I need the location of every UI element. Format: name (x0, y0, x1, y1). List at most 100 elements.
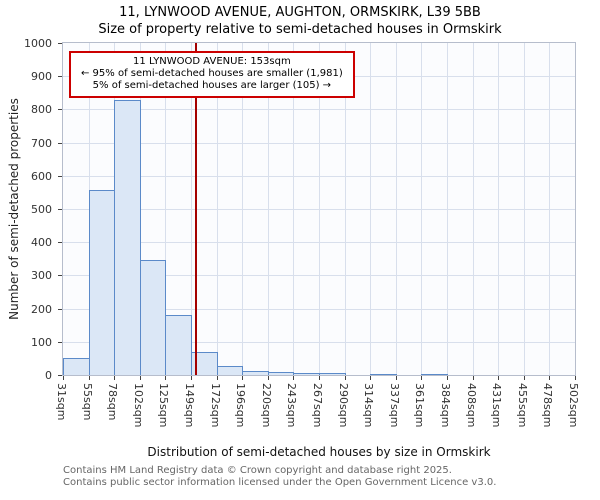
x-tick-mark (396, 376, 397, 380)
y-tick-mark (58, 76, 62, 77)
histogram-bar (216, 365, 244, 375)
y-tick-label: 300 (31, 269, 52, 282)
x-tick-label: 125sqm (157, 383, 170, 428)
x-tick-label: 478sqm (541, 383, 554, 428)
x-tick-mark (293, 376, 294, 380)
x-axis-label: Distribution of semi-detached houses by … (147, 445, 491, 459)
y-tick-mark (58, 342, 62, 343)
x-tick-label: 78sqm (106, 383, 119, 421)
y-axis-ticks: 0 100 200 300 400 500 600 700 800 900 1000 (0, 37, 62, 382)
gridline-horizontal (63, 143, 575, 144)
x-tick-label: 502sqm (567, 383, 580, 428)
histogram-bar (267, 372, 295, 375)
x-tick-label: 149sqm (183, 383, 196, 428)
y-tick-label: 900 (31, 70, 52, 83)
chart-subtitle: Size of property relative to semi-detach… (98, 22, 502, 37)
plot-area: 11 LYNWOOD AVENUE: 153sqm ← 95% of semi-… (62, 42, 576, 376)
x-tick-mark (165, 376, 166, 380)
histogram-bar (191, 351, 218, 375)
histogram-bar (242, 371, 269, 375)
x-tick-label: 314sqm (362, 383, 375, 428)
x-tick-mark (345, 376, 346, 380)
gridline-horizontal (63, 275, 575, 276)
x-tick-label: 55sqm (81, 383, 94, 421)
x-tick-mark (191, 376, 192, 380)
gridline-horizontal (63, 109, 575, 110)
x-tick-label: 172sqm (209, 383, 222, 428)
x-tick-mark (217, 376, 218, 380)
x-tick-mark (89, 376, 90, 380)
y-tick-label: 600 (31, 170, 52, 183)
annotation-line-3: 5% of semi-detached houses are larger (1… (92, 80, 332, 91)
gridline-horizontal (63, 242, 575, 243)
y-tick-mark (58, 43, 62, 44)
x-tick-label: 337sqm (388, 383, 401, 428)
x-tick-mark (473, 376, 474, 380)
x-tick-mark (63, 376, 64, 380)
x-tick-label: 196sqm (234, 383, 247, 428)
histogram-bar (319, 373, 346, 375)
y-tick-label: 700 (31, 137, 52, 150)
histogram-bar (165, 314, 192, 375)
x-tick-mark (140, 376, 141, 380)
y-tick-mark (58, 309, 62, 310)
y-tick-mark (58, 176, 62, 177)
property-size-marker-line (194, 43, 197, 375)
x-tick-label: 220sqm (260, 383, 273, 428)
x-tick-label: 267sqm (311, 383, 324, 428)
y-tick-label: 400 (31, 236, 52, 249)
x-tick-label: 431sqm (490, 383, 503, 428)
histogram-bar (139, 260, 167, 375)
x-tick-label: 384sqm (439, 383, 452, 428)
annotation-line-1: 11 LYNWOOD AVENUE: 153sqm (133, 56, 291, 67)
histogram-bar (88, 189, 116, 375)
x-tick-mark (370, 376, 371, 380)
histogram-bar (293, 373, 320, 375)
y-tick-mark (58, 109, 62, 110)
x-axis-ticks: 31sqm 55sqm 78sqm 102sqm 125sqm 149sqm 172sqm 1… (55, 376, 580, 442)
x-tick-mark (447, 376, 448, 380)
x-tick-label: 102sqm (132, 383, 145, 428)
y-tick-label: 800 (31, 103, 52, 116)
x-tick-label: 361sqm (413, 383, 426, 428)
y-tick-label: 200 (31, 303, 52, 316)
x-tick-label: 408sqm (465, 383, 478, 428)
x-tick-mark (319, 376, 320, 380)
gridline-horizontal (63, 309, 575, 310)
y-tick-mark (58, 143, 62, 144)
chart-title: 11, LYNWOOD AVENUE, AUGHTON, ORMSKIRK, L… (119, 5, 481, 20)
attribution-footer: Contains HM Land Registry data © Crown c… (63, 465, 496, 489)
attribution-line-1: Contains HM Land Registry data © Crown c… (63, 465, 452, 476)
y-tick-mark (58, 209, 62, 210)
gridline-horizontal (63, 342, 575, 343)
y-tick-label: 500 (31, 203, 52, 216)
x-tick-mark (524, 376, 525, 380)
histogram-bar (370, 373, 397, 375)
x-tick-label: 455sqm (516, 383, 529, 428)
x-tick-label: 290sqm (337, 383, 350, 428)
x-tick-mark (268, 376, 269, 380)
x-tick-label: 31sqm (55, 383, 68, 421)
x-tick-mark (114, 376, 115, 380)
marker-annotation-box: 11 LYNWOOD AVENUE: 153sqm ← 95% of semi-… (69, 51, 355, 98)
histogram-bar (114, 100, 141, 375)
x-tick-label: 243sqm (285, 383, 298, 428)
x-tick-mark (242, 376, 243, 380)
x-tick-mark (575, 376, 576, 380)
x-tick-mark (549, 376, 550, 380)
y-tick-label: 1000 (24, 37, 52, 50)
x-tick-mark (421, 376, 422, 380)
y-tick-mark (58, 375, 62, 376)
x-tick-mark (498, 376, 499, 380)
histogram-bar (63, 358, 90, 375)
histogram-bar (421, 374, 448, 375)
y-tick-label: 0 (45, 369, 52, 382)
gridline-horizontal (63, 209, 575, 210)
y-tick-label: 100 (31, 336, 52, 349)
attribution-line-2: Contains public sector information licen… (63, 477, 497, 488)
y-tick-mark (58, 242, 62, 243)
y-tick-mark (58, 275, 62, 276)
annotation-line-2: ← 95% of semi-detached houses are smalle… (81, 68, 343, 79)
gridline-horizontal (63, 176, 575, 177)
